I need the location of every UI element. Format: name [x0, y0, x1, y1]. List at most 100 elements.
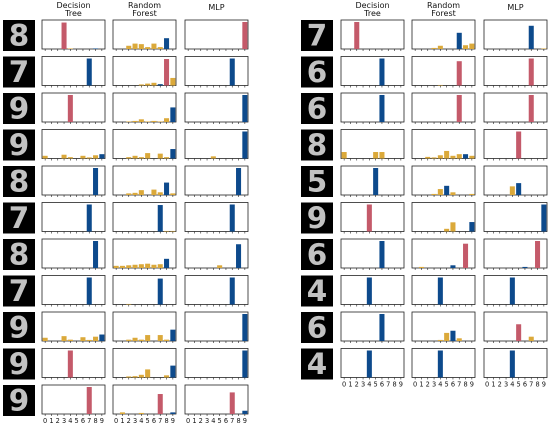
- subplot-frame: [41, 311, 106, 342]
- bar-class-7: [86, 387, 92, 414]
- bar-class-6: [80, 337, 86, 341]
- digit-thumbnail-glyph: 5: [307, 165, 327, 199]
- sample-row: 8: [3, 238, 249, 272]
- subplot-rf: [411, 202, 476, 234]
- subplot-frame: [41, 129, 106, 159]
- bar-class-9: [469, 222, 475, 232]
- subplot-mlp: [184, 311, 249, 343]
- bar-class-4: [138, 44, 144, 49]
- bar-class-4: [437, 84, 443, 86]
- bar-class-3: [132, 192, 138, 195]
- bar-class-7: [86, 204, 92, 232]
- digit-thumbnail-bg: [3, 385, 35, 416]
- digit-thumbnail-bg: [301, 275, 333, 307]
- subplot-dt: [41, 238, 106, 270]
- bar-class-6: [151, 120, 157, 122]
- subplot-mlp: [184, 165, 249, 197]
- column-header-mlp: MLP: [507, 3, 523, 12]
- digit-thumbnail-bg: [3, 93, 35, 124]
- bar-class-4: [138, 157, 144, 159]
- subplot-frame: [483, 19, 548, 50]
- bar-class-9: [170, 365, 176, 378]
- bar-class-6: [450, 222, 456, 232]
- x-tick-label: 1: [49, 417, 53, 425]
- x-tick-label: 3: [62, 417, 66, 425]
- x-tick-label: 2: [355, 381, 359, 389]
- bar-class-2: [126, 157, 132, 159]
- x-tick-label: 5: [218, 417, 222, 425]
- subplot-frame: [483, 311, 548, 342]
- bar-class-8: [93, 168, 99, 195]
- x-tick-label: 0: [43, 417, 47, 425]
- subplot-frame: [411, 19, 476, 50]
- bar-class-3: [61, 336, 67, 341]
- digit-thumbnail-bg: [301, 166, 333, 197]
- subplot-frame: [184, 92, 249, 123]
- bar-class-3: [132, 120, 138, 122]
- sample-row: 90 1 2 3 4 5 6 7 8 9 0 1 2 3 4 5 6 7 8 9 0 1 2 3 4 5 6 7 8 9: [3, 384, 249, 425]
- subplot-dt: [340, 238, 405, 270]
- subplot-frame: [184, 384, 249, 415]
- x-tick-label: 0: [413, 381, 417, 389]
- subplot-frame: [411, 56, 476, 86]
- x-tick-label: 2: [426, 381, 430, 389]
- subplot-frame: [340, 348, 405, 378]
- subplot-mlp: [184, 275, 249, 307]
- bar-class-4: [67, 157, 73, 159]
- bar-class-7: [157, 47, 163, 49]
- bar-class-7: [229, 204, 235, 232]
- bar-class-5: [373, 168, 379, 195]
- bar-class-7: [456, 154, 462, 159]
- digit-thumbnail-glyph: 6: [307, 92, 327, 126]
- bar-class-8: [463, 154, 469, 159]
- subplot-frame: [411, 129, 476, 159]
- bar-class-8: [93, 336, 99, 341]
- x-tick-label: 9: [542, 381, 546, 389]
- subplot-mlp: [483, 19, 548, 51]
- bar-class-7: [456, 32, 462, 49]
- bar-class-7: [456, 95, 462, 122]
- digit-thumbnail-glyph: 9: [9, 128, 29, 162]
- subplot-frame: [112, 384, 177, 415]
- subplot-frame: [411, 202, 476, 232]
- bar-class-7: [157, 264, 163, 268]
- bar-class-6: [151, 264, 157, 268]
- subplot-frame: [411, 165, 476, 196]
- x-tick-label: 3: [504, 381, 508, 389]
- bar-class-2: [126, 45, 132, 49]
- bar-class-7: [157, 84, 163, 86]
- sample-row: 9: [3, 347, 249, 381]
- bar-class-3: [431, 47, 437, 49]
- subplot-frame: [340, 311, 405, 342]
- bar-class-4: [509, 350, 515, 378]
- subplot-frame: [112, 311, 177, 342]
- bar-class-2: [126, 339, 132, 341]
- x-tick-label: 0: [342, 381, 346, 389]
- bar-class-8: [164, 38, 170, 49]
- sample-row: 4: [301, 274, 548, 308]
- subplot-dt: [41, 202, 106, 234]
- subplot-rf: [112, 238, 177, 270]
- subplot-frame: [340, 275, 405, 305]
- column-header-rf: Forest: [431, 9, 456, 18]
- sample-row: 5: [301, 165, 548, 199]
- x-tick-label: 0: [485, 381, 489, 389]
- x-tick-label: 7: [87, 417, 91, 425]
- x-tick-label: 3: [432, 381, 436, 389]
- bar-class-4: [67, 95, 73, 122]
- bar-class-4: [67, 48, 73, 49]
- digit-thumbnail-bg: [3, 20, 35, 51]
- bar-class-6: [379, 152, 385, 159]
- x-tick-label: 6: [523, 381, 527, 389]
- bar-class-4: [509, 277, 515, 305]
- x-tick-label: 1: [419, 381, 423, 389]
- subplot-mlp: [184, 238, 249, 270]
- bar-class-5: [444, 150, 450, 159]
- bar-class-7: [229, 277, 235, 305]
- bar-class-8: [164, 182, 170, 195]
- digit-thumbnail-bg: [301, 239, 333, 270]
- bar-class-6: [450, 330, 456, 341]
- bar-class-9: [170, 193, 176, 195]
- subplot-frame: [340, 165, 405, 196]
- bar-class-8: [535, 241, 541, 268]
